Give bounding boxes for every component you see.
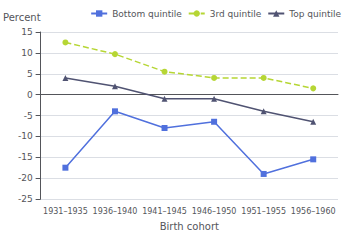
svg-text:1946–1950: 1946–1950 bbox=[192, 207, 237, 216]
svg-text:Percent: Percent bbox=[3, 12, 41, 23]
svg-text:1941–1945: 1941–1945 bbox=[142, 207, 187, 216]
svg-text:1936–1940: 1936–1940 bbox=[93, 207, 138, 216]
svg-text:Bottom quintile: Bottom quintile bbox=[112, 9, 182, 19]
svg-text:1956–1960: 1956–1960 bbox=[291, 207, 336, 216]
svg-text:5: 5 bbox=[27, 69, 33, 79]
svg-text:1931–1935: 1931–1935 bbox=[43, 207, 88, 216]
svg-text:Birth cohort: Birth cohort bbox=[160, 221, 219, 232]
svg-text:Top quintile: Top quintile bbox=[288, 9, 341, 19]
svg-text:-25: -25 bbox=[18, 194, 33, 204]
svg-text:3rd quintile: 3rd quintile bbox=[210, 9, 262, 19]
svg-text:15: 15 bbox=[21, 27, 32, 37]
svg-text:10: 10 bbox=[21, 48, 33, 58]
svg-text:-20: -20 bbox=[18, 173, 33, 183]
svg-text:-10: -10 bbox=[18, 131, 33, 141]
svg-text:1951–1955: 1951–1955 bbox=[241, 207, 286, 216]
svg-text:-5: -5 bbox=[24, 111, 33, 121]
svg-text:-15: -15 bbox=[18, 152, 33, 162]
svg-text:0: 0 bbox=[27, 90, 33, 100]
